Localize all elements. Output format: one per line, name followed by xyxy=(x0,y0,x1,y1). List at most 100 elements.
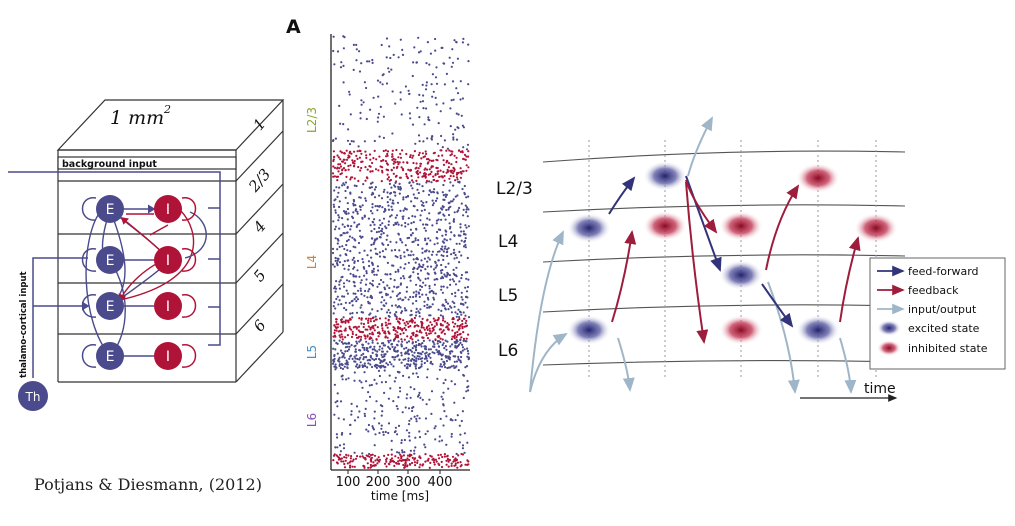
spike-dot xyxy=(422,263,425,266)
spike-dot xyxy=(419,329,422,332)
spike-dot xyxy=(407,353,410,356)
spike-dot xyxy=(382,190,385,193)
spike-dot xyxy=(428,189,431,192)
spike-dot xyxy=(361,331,364,334)
spike-dot xyxy=(445,443,448,446)
spike-dot xyxy=(458,424,461,427)
spike-dot xyxy=(384,332,387,335)
spike-dot xyxy=(443,214,446,217)
spike-dot xyxy=(434,199,438,202)
spike-dot xyxy=(431,199,434,202)
spike-dot xyxy=(347,377,350,380)
spike-dot xyxy=(340,276,343,279)
spike-dot xyxy=(346,462,349,465)
spike-dot xyxy=(459,341,462,344)
spike-dot xyxy=(444,345,447,348)
spike-dot xyxy=(347,454,350,457)
raster-spikes xyxy=(331,35,471,469)
spike-dot xyxy=(358,317,361,320)
spike-dot xyxy=(380,233,383,236)
spike-dot xyxy=(381,410,384,413)
spike-dot xyxy=(452,280,456,283)
spike-dot xyxy=(351,330,354,333)
spike-dot xyxy=(422,172,426,175)
spike-dot xyxy=(340,433,343,436)
spike-dot xyxy=(434,266,437,269)
spike-dot xyxy=(387,223,390,226)
spike-dot xyxy=(433,243,436,246)
column-layer-label: 4 xyxy=(249,217,270,237)
spike-dot xyxy=(337,219,340,222)
spike-dot xyxy=(435,103,438,106)
spike-dot xyxy=(413,344,416,348)
spike-dot xyxy=(461,327,464,330)
spike-dot xyxy=(427,237,430,240)
spike-dot xyxy=(446,322,449,325)
spike-dot xyxy=(393,380,396,383)
spike-dot xyxy=(418,116,421,119)
spike-dot xyxy=(427,158,430,161)
thalamus-node xyxy=(18,381,48,411)
spike-dot xyxy=(386,363,390,366)
spike-dot xyxy=(350,225,353,228)
spike-dot xyxy=(431,363,434,366)
spike-dot xyxy=(364,328,367,331)
raster-layer-label: L6 xyxy=(305,413,319,427)
spike-dot xyxy=(367,319,370,322)
spike-dot xyxy=(448,222,451,225)
spike-dot xyxy=(394,455,397,458)
spike-dot xyxy=(371,170,374,173)
spike-dot xyxy=(344,459,347,462)
spike-dot xyxy=(366,334,369,337)
spike-dot xyxy=(464,204,467,207)
spike-dot xyxy=(347,154,350,157)
spike-dot xyxy=(462,339,465,342)
spike-dot xyxy=(441,275,444,278)
spike-dot xyxy=(332,165,335,168)
spike-dot xyxy=(346,207,349,211)
spike-dot xyxy=(428,159,431,162)
spike-dot xyxy=(412,221,415,224)
spike-dot xyxy=(440,271,443,275)
spike-dot xyxy=(338,167,341,170)
spike-dot xyxy=(410,174,413,178)
inhibitory-label: I xyxy=(166,349,170,365)
spike-dot xyxy=(447,166,450,169)
spike-dot xyxy=(449,238,452,241)
spike-dot xyxy=(443,179,446,182)
spike-dot xyxy=(356,342,359,345)
spike-dot xyxy=(439,149,442,152)
spike-dot xyxy=(377,369,381,372)
spike-dot xyxy=(358,358,361,361)
spike-dot xyxy=(418,430,421,433)
spike-dot xyxy=(365,317,368,320)
spike-dot xyxy=(455,459,458,462)
spike-dot xyxy=(388,361,392,364)
spike-dot xyxy=(437,336,440,339)
spike-dot xyxy=(357,416,360,419)
spike-dot xyxy=(424,345,428,348)
spike-dot xyxy=(364,150,367,153)
spike-dot xyxy=(404,225,407,228)
spike-dot xyxy=(332,347,335,350)
spike-dot xyxy=(430,360,433,363)
spike-dot xyxy=(387,318,390,321)
spike-dot xyxy=(449,205,452,208)
spike-dot xyxy=(399,98,402,101)
spike-dot xyxy=(389,296,392,299)
spike-dot xyxy=(345,158,349,161)
spike-dot xyxy=(438,440,441,443)
spike-dot xyxy=(340,303,343,306)
spike-dot xyxy=(331,247,335,250)
spike-dot xyxy=(465,208,468,211)
spike-dot xyxy=(450,231,453,234)
spike-dot xyxy=(385,227,388,230)
spike-dot xyxy=(380,424,383,427)
spike-dot xyxy=(387,220,390,223)
spike-dot xyxy=(444,339,447,342)
spike-dot xyxy=(404,85,407,88)
spike-dot xyxy=(391,290,394,293)
spike-dot xyxy=(428,284,431,288)
spike-dot xyxy=(338,360,341,363)
spike-dot xyxy=(465,365,469,368)
